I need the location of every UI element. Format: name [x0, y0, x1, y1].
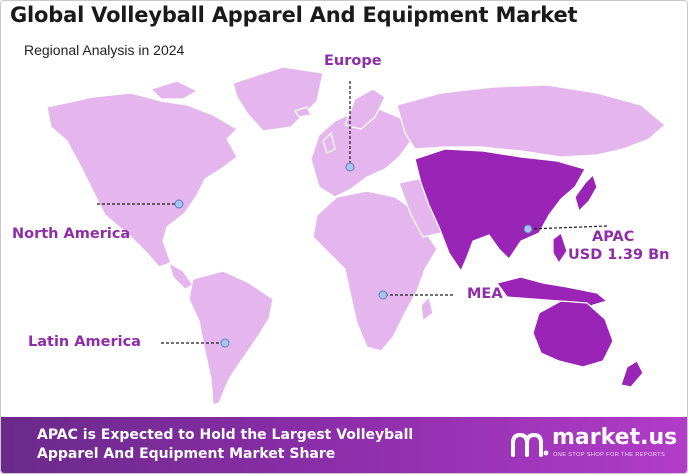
page-subtitle: Regional Analysis in 2024	[24, 42, 185, 58]
label-latin-america: Latin America	[28, 334, 141, 350]
australia-shape	[532, 300, 614, 368]
southeast-asia-islands-shape	[496, 276, 608, 308]
europe-shape	[310, 108, 412, 198]
mea-marker	[378, 290, 388, 300]
europe-marker	[345, 162, 355, 172]
apac-marker	[523, 224, 533, 234]
scandinavia-shape	[344, 88, 386, 130]
north-america-shape	[46, 92, 238, 268]
iceland-shape	[294, 106, 312, 118]
label-apac: APAC	[592, 229, 635, 245]
label-europe: Europe	[324, 53, 382, 69]
north-america-marker	[174, 199, 184, 209]
page-title: Global Volleyball Apparel And Equipment …	[10, 3, 578, 27]
latin-america-marker	[220, 338, 230, 348]
footer-text: APAC is Expected to Hold the Largest Vol…	[37, 427, 414, 462]
world-map	[46, 66, 666, 406]
label-north-america: North America	[12, 226, 131, 242]
africa-shape	[312, 190, 438, 352]
brand-name: market.us	[552, 425, 678, 450]
philippines-shape	[552, 232, 568, 264]
apac-leader-line	[528, 225, 608, 230]
arctic-islands-shape	[150, 80, 198, 100]
japan-shape	[574, 174, 598, 212]
value-apac: USD 1.39 Bn	[568, 247, 670, 263]
label-mea: MEA	[467, 286, 503, 302]
brand-tagline: ONE STOP SHOP FOR THE REPORTS	[553, 452, 666, 458]
greenland-shape	[232, 66, 324, 132]
russia-shape	[396, 84, 666, 158]
south-america-shape	[188, 270, 274, 406]
new-zealand-shape	[620, 360, 644, 388]
apac-mainland-shape	[414, 148, 586, 272]
footer-banner: APAC is Expected to Hold the Largest Vol…	[1, 417, 687, 473]
market-us-logo-icon	[511, 432, 549, 457]
madagascar-shape	[420, 296, 434, 322]
central-america-shape	[168, 262, 194, 290]
uk-shape	[322, 132, 336, 154]
